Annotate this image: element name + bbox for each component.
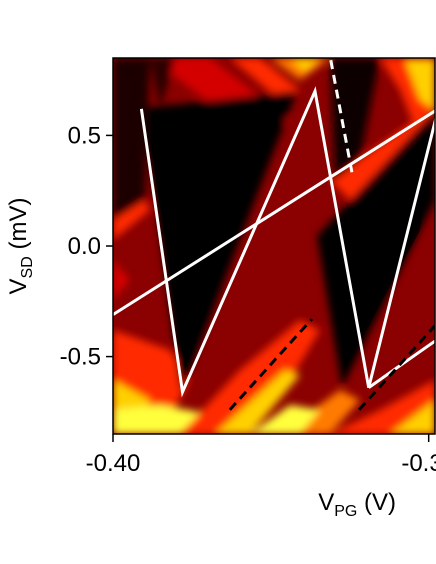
y-tick-label-1: 0.0 <box>68 233 101 260</box>
y-axis-label-main: V <box>5 278 32 294</box>
diamond-core-left <box>150 110 280 370</box>
x-axis-label: VPG (V) <box>318 489 396 520</box>
excitation-line-2 <box>358 324 435 411</box>
y-tick-label-0: 0.5 <box>68 122 101 149</box>
excitation-line-1 <box>228 317 314 411</box>
y-tick-label-2: -0.5 <box>60 344 101 371</box>
x-tick-label-0: -0.40 <box>86 450 141 477</box>
heatmap-area <box>113 58 435 434</box>
diamond-edge-line-1 <box>113 109 435 316</box>
y-axis-label: VSD (mV) <box>5 198 36 295</box>
axis-ticks: -0.40-0.39-0.380.50.0-0.5 <box>60 122 436 477</box>
x-axis-label-sub: PG <box>334 503 357 520</box>
diamond-edge-line-0 <box>139 86 435 398</box>
y-axis-label-sub: SD <box>19 256 36 278</box>
guide-lines <box>113 59 435 411</box>
excitation-line-0 <box>329 59 355 178</box>
x-tick-label-1: -0.39 <box>401 450 436 477</box>
x-axis-label-unit: (V) <box>357 489 396 516</box>
x-axis-label-main: V <box>318 489 334 516</box>
y-axis-label-unit: (mV) <box>5 198 32 257</box>
